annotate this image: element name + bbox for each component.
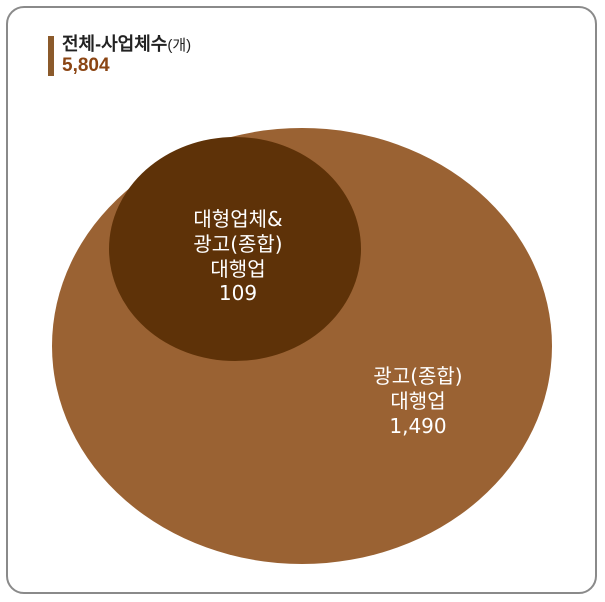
inner-circle <box>109 137 361 361</box>
inner-label-line-1: 대형업체& <box>193 207 282 231</box>
inner-label-value: 109 <box>219 281 257 305</box>
legend-title-text: 전체-사업체수 <box>62 34 168 54</box>
outer-label-line-2: 대행업 <box>390 389 445 413</box>
legend-total-value: 5,804 <box>62 55 110 76</box>
legend-title: 전체-사업체수(개) <box>62 34 191 56</box>
outer-label-value: 1,490 <box>389 414 446 438</box>
legend-color-bar <box>48 36 54 76</box>
outer-label-line-1: 광고(종합) <box>373 364 462 388</box>
inner-label-line-3: 대행업 <box>210 257 265 281</box>
legend-unit: (개) <box>167 37 192 54</box>
inner-label-line-2: 광고(종합) <box>193 232 282 256</box>
